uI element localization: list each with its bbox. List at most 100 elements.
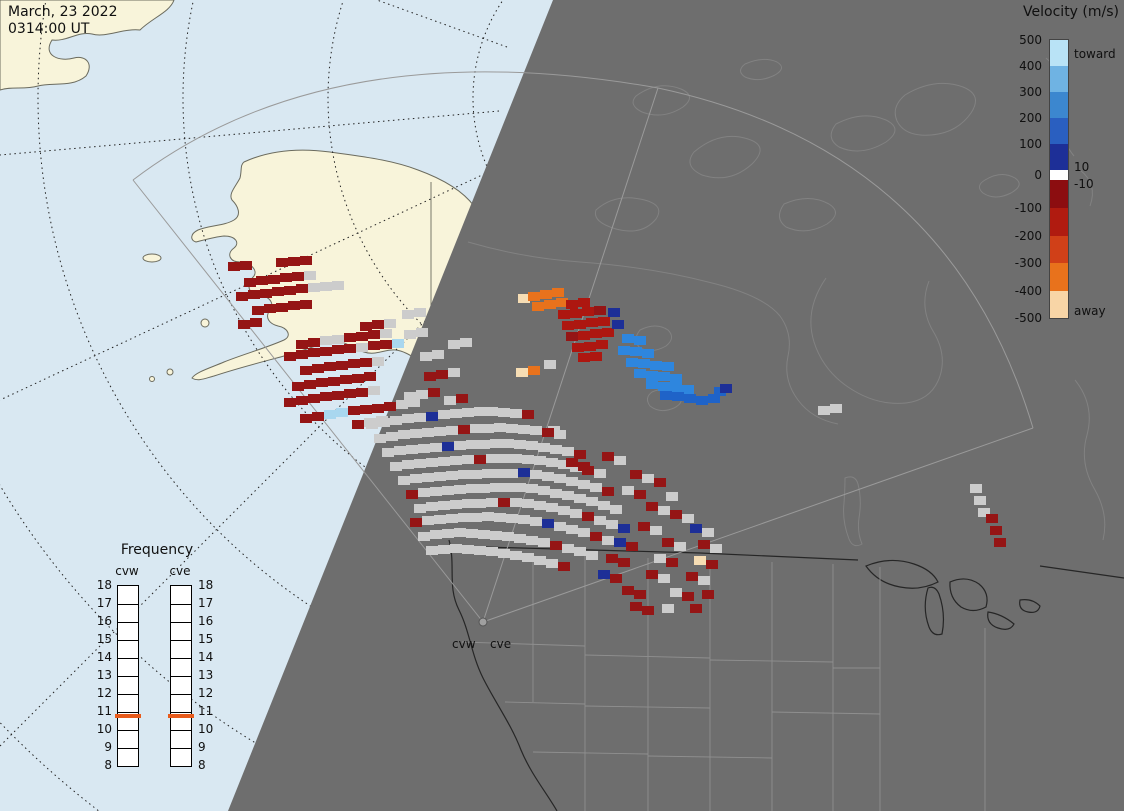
- velocity-cell: [582, 512, 594, 521]
- velocity-cell: [574, 320, 586, 329]
- velocity-tick-label: 300: [1019, 85, 1042, 99]
- velocity-legend: Velocity (m/s) 500 400 300 200 100 0 -100 -200 -…: [1000, 0, 1124, 340]
- velocity-cell: [432, 350, 444, 359]
- velocity-cell: [482, 424, 494, 433]
- velocity-cell: [300, 366, 312, 375]
- velocity-cell: [650, 361, 662, 370]
- velocity-cell: [974, 496, 986, 505]
- velocity-cell: [554, 430, 566, 439]
- radar-site-label-cvw: cvw: [452, 637, 476, 651]
- frequency-tick-label: 17: [96, 596, 112, 610]
- velocity-cell: [486, 454, 498, 463]
- velocity-cell: [608, 308, 620, 317]
- velocity-cell: [598, 570, 610, 579]
- frequency-bar-tick: [171, 694, 191, 695]
- velocity-cell: [506, 514, 518, 523]
- velocity-cell: [570, 509, 582, 518]
- velocity-cell: [236, 292, 248, 301]
- velocity-cell: [344, 333, 356, 342]
- velocity-cell: [402, 460, 414, 469]
- velocity-cell: [708, 394, 720, 403]
- velocity-cell: [550, 541, 562, 550]
- island: [142, 253, 162, 263]
- velocity-cell: [558, 460, 570, 469]
- velocity-cell: [426, 412, 438, 421]
- velocity-cell: [514, 440, 526, 449]
- frequency-tick-label: 9: [104, 740, 112, 754]
- velocity-cell: [562, 321, 574, 330]
- velocity-cell: [528, 366, 540, 375]
- velocity-tick-label: -500: [1014, 311, 1042, 325]
- velocity-cell: [502, 532, 514, 541]
- frequency-tick-label: 8: [198, 758, 206, 772]
- velocity-cell: [300, 414, 312, 423]
- plus10-tick-label: 10: [1074, 160, 1090, 174]
- velocity-cell: [416, 328, 428, 337]
- velocity-cell: [642, 349, 654, 358]
- frequency-bar-tick: [118, 676, 138, 677]
- velocity-cell: [658, 382, 670, 391]
- velocity-cell: [438, 410, 450, 419]
- velocity-cell: [574, 450, 586, 459]
- velocity-cell: [590, 352, 602, 361]
- frequency-tick-label: 13: [198, 668, 214, 682]
- frequency-tick-label: 10: [96, 722, 112, 736]
- velocity-cell: [360, 322, 372, 331]
- velocity-legend-title: Velocity (m/s): [1023, 4, 1119, 20]
- velocity-cell: [606, 554, 618, 563]
- velocity-cell: [410, 474, 422, 483]
- frequency-column-label: cve: [169, 564, 191, 578]
- velocity-cell: [276, 258, 288, 267]
- velocity-cell: [516, 368, 528, 377]
- velocity-cell: [622, 334, 634, 343]
- velocity-cell: [356, 388, 368, 397]
- velocity-cell: [442, 529, 454, 538]
- velocity-cell: [544, 360, 556, 369]
- velocity-cell: [602, 328, 614, 337]
- velocity-cell: [404, 392, 416, 401]
- velocity-cell: [510, 498, 522, 507]
- velocity-cell: [606, 520, 618, 529]
- velocity-cell: [584, 342, 596, 351]
- frequency-tick-label: 10: [198, 722, 214, 736]
- velocity-cell: [320, 282, 332, 291]
- velocity-cell: [634, 369, 646, 378]
- velocity-cell: [558, 562, 570, 571]
- velocity-cell: [614, 456, 626, 465]
- velocity-cell: [498, 408, 510, 417]
- frequency-tick-label: 16: [96, 614, 112, 628]
- velocity-cell: [498, 498, 510, 507]
- velocity-colorbar-segment: [1050, 263, 1068, 291]
- velocity-cell: [686, 572, 698, 581]
- velocity-cell: [454, 528, 466, 537]
- velocity-cell: [518, 468, 530, 477]
- velocity-cell: [970, 484, 982, 493]
- velocity-cell: [578, 480, 590, 489]
- velocity-cell: [642, 474, 654, 483]
- velocity-cell: [446, 471, 458, 480]
- velocity-cell: [438, 545, 450, 554]
- velocity-colorbar-segment: [1050, 66, 1068, 92]
- velocity-cell: [434, 427, 446, 436]
- frequency-tick-label: 11: [96, 704, 112, 718]
- velocity-cell: [410, 518, 422, 527]
- velocity-cell: [462, 499, 474, 508]
- velocity-cell: [530, 426, 542, 435]
- velocity-cell: [530, 470, 542, 479]
- velocity-cell: [546, 458, 558, 467]
- velocity-cell: [684, 394, 696, 403]
- frequency-column-label: cvw: [115, 564, 139, 578]
- velocity-cell: [602, 487, 614, 496]
- velocity-cell: [284, 398, 296, 407]
- velocity-cell: [324, 362, 336, 371]
- velocity-cell: [458, 513, 470, 522]
- velocity-cell: [332, 391, 344, 400]
- velocity-cell: [426, 502, 438, 511]
- velocity-cell: [308, 283, 320, 292]
- velocity-cell: [586, 497, 598, 506]
- velocity-cell: [978, 508, 990, 517]
- velocity-cell: [494, 423, 506, 432]
- velocity-cell: [646, 371, 658, 380]
- frequency-legend-title: Frequency: [120, 542, 194, 558]
- velocity-cell: [698, 576, 710, 585]
